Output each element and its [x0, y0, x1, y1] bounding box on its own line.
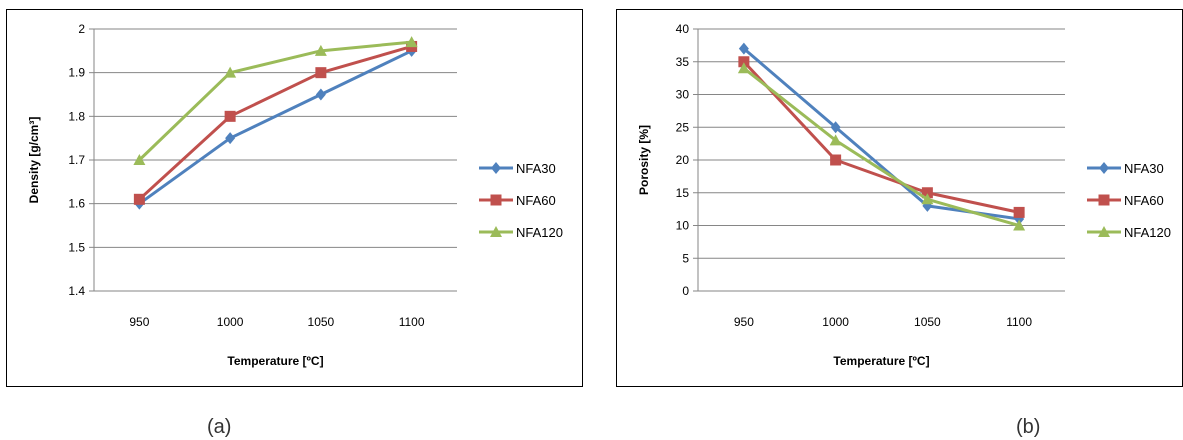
chart-a-series-line: [138, 49, 413, 205]
chart-a-data-point: [315, 67, 327, 79]
chart-a-y-axis-title: Density [g/cm³]: [27, 117, 41, 204]
chart-b-legend-swatch-marker: [1099, 162, 1109, 174]
chart-b-data-point: [738, 56, 750, 68]
chart-b-legend-swatch-marker: [1098, 226, 1110, 237]
chart-b-ytick-label: 20: [676, 153, 690, 167]
chart-a-data-point: [225, 132, 236, 145]
chart-b-ytick-label: 0: [682, 284, 689, 298]
chart-b-data-point: [829, 134, 842, 146]
chart-a-legend-swatch-marker: [490, 226, 502, 237]
chart-b-ytick-label: 25: [676, 120, 690, 134]
chart-b-xtick-label: 1000: [822, 315, 849, 329]
chart-b-series-nfa60: [738, 56, 1025, 218]
chart-a-ytick-label: 2: [78, 22, 85, 36]
chart-a-legend-swatch-marker: [491, 162, 501, 174]
chart-a-ytick-label: 1.6: [68, 197, 85, 211]
porosity-chart-panel: 0 5 10 15 20 25 30 35 40 950 1000 1050 1100 Temperatu…: [616, 9, 1183, 387]
chart-a-ytick-label: 1.9: [68, 66, 85, 80]
chart-b-xtick-label: 1050: [914, 315, 941, 329]
chart-a-legend-label: NFA60: [516, 193, 556, 208]
chart-a-legend-item: NFA60: [479, 193, 556, 208]
chart-a-legend-label: NFA120: [516, 225, 563, 240]
chart-b-ytick-label: 10: [676, 219, 690, 233]
chart-b-xtick-label: 1100: [1006, 315, 1032, 329]
chart-a-data-point: [224, 110, 236, 122]
chart-b-data-point: [738, 42, 749, 55]
chart-b-series-line: [742, 67, 1020, 227]
chart-b-data-point: [737, 62, 750, 74]
chart-a-data-point: [405, 36, 418, 48]
chart-a-xtick-label: 1000: [217, 315, 244, 329]
porosity-chart: 0 5 10 15 20 25 30 35 40 950 1000 1050 1100 Temperatu…: [637, 22, 1171, 368]
chart-a-data-point: [133, 193, 145, 205]
chart-b-ytick-label: 5: [682, 251, 689, 265]
chart-b-legend-swatch-marker: [1098, 194, 1110, 206]
chart-a-data-point: [314, 44, 327, 56]
chart-b-data-point: [921, 187, 933, 199]
chart-a-series-nfa30: [134, 44, 417, 210]
chart-b-xtick-label: 950: [734, 315, 754, 329]
chart-b-series-nfa120: [737, 62, 1026, 231]
chart-b-data-point: [1013, 206, 1025, 218]
chart-a-legend-swatch-marker: [490, 194, 502, 206]
chart-a-xtick-label: 950: [129, 315, 149, 329]
chart-a-xtick-label: 1050: [308, 315, 335, 329]
chart-b-legend-item: NFA30: [1087, 161, 1164, 176]
chart-b-legend-item: NFA60: [1087, 193, 1164, 208]
chart-b-legend-label: NFA60: [1124, 193, 1164, 208]
chart-b-ytick-label: 40: [676, 22, 690, 36]
chart-b-x-axis-title: Temperature [ºC]: [833, 354, 929, 368]
chart-b-legend-item: NFA120: [1087, 225, 1171, 240]
chart-b-ytick-label: 15: [676, 186, 690, 200]
chart-a-legend-label: NFA30: [516, 161, 556, 176]
chart-b-data-point: [830, 121, 841, 134]
chart-b-data-point: [830, 154, 842, 166]
chart-b-y-axis-title: Porosity [%]: [637, 125, 651, 195]
chart-a-ytick-label: 1.8: [68, 109, 85, 123]
chart-a-legend-item: NFA30: [479, 161, 556, 176]
chart-a-legend-item: NFA120: [479, 225, 563, 240]
chart-a-data-point: [315, 88, 326, 101]
caption-b: (b): [1016, 416, 1041, 438]
chart-a-ytick-label: 1.4: [68, 284, 85, 298]
density-chart-panel: 1.4 1.5 1.6 1.7 1.8 1.9 2 950 1000 1050 1100 Temper…: [6, 9, 583, 387]
chart-a-data-point: [133, 154, 146, 165]
chart-b-legend-label: NFA30: [1124, 161, 1164, 176]
chart-b-data-point: [1013, 219, 1026, 231]
chart-b-series-line: [742, 60, 1020, 214]
chart-b-ytick-label: 35: [676, 55, 690, 69]
chart-a-series-line: [138, 45, 413, 201]
chart-a-series-nfa120: [133, 36, 418, 165]
chart-b-legend-label: NFA120: [1124, 225, 1171, 240]
chart-a-ytick-label: 1.7: [68, 153, 85, 167]
chart-a-xtick-label: 1100: [399, 315, 425, 329]
caption-a: (a): [207, 416, 232, 438]
density-chart: 1.4 1.5 1.6 1.7 1.8 1.9 2 950 1000 1050 1100 Temper…: [27, 22, 563, 368]
chart-a-ytick-label: 1.5: [68, 240, 85, 254]
chart-b-series-line: [742, 47, 1020, 221]
chart-b-data-point: [921, 193, 934, 205]
chart-a-series-line: [138, 40, 412, 162]
chart-a-data-point: [224, 66, 237, 78]
chart-b-series-nfa30: [738, 42, 1025, 225]
chart-a-x-axis-title: Temperature [ºC]: [227, 354, 323, 368]
chart-b-ytick-label: 30: [676, 88, 690, 102]
